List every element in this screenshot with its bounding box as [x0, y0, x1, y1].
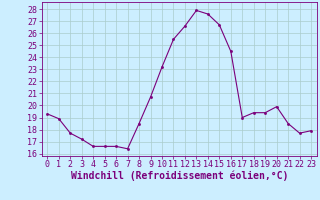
X-axis label: Windchill (Refroidissement éolien,°C): Windchill (Refroidissement éolien,°C)	[70, 171, 288, 181]
